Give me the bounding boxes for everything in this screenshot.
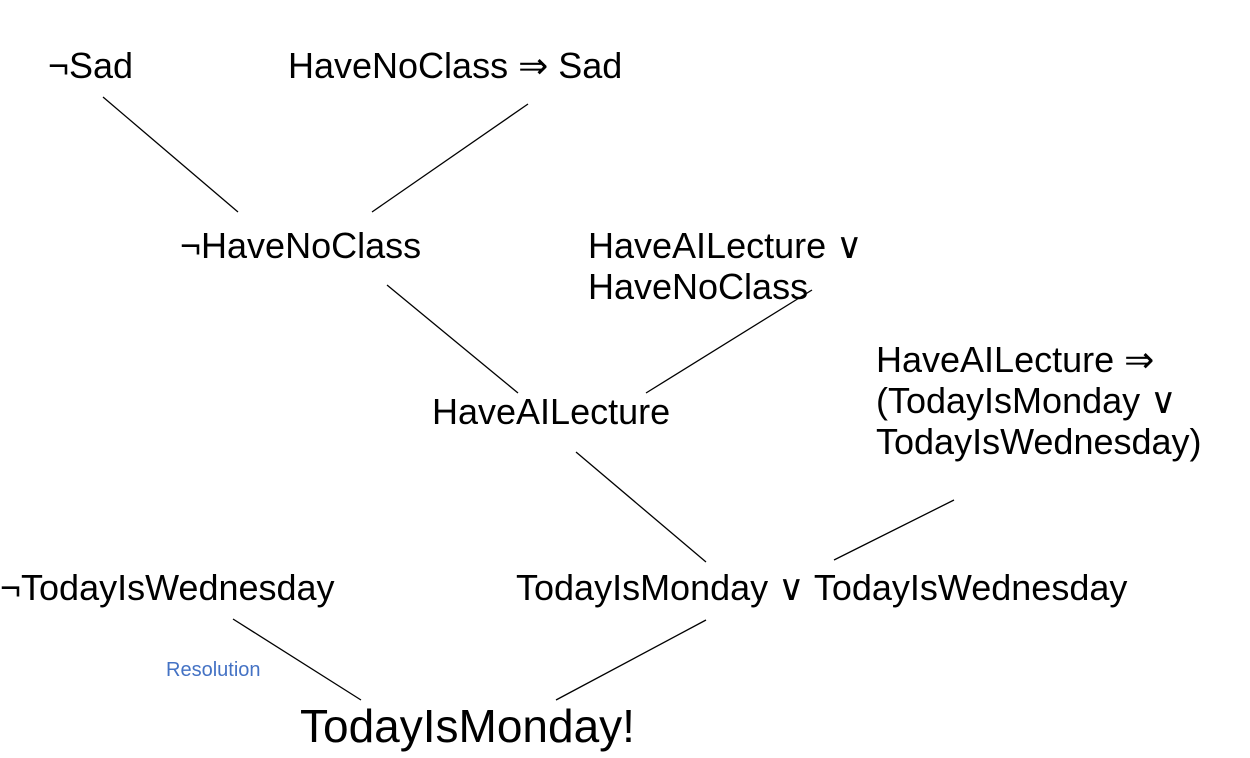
edge-not-wednesday-to-conclusion (232, 618, 362, 701)
node-not-havenoclass: ¬HaveNoClass (180, 225, 422, 266)
node-line: TodayIsWednesday) (876, 421, 1202, 462)
edge-haveailecture-to-monday-or-wednesday (575, 451, 707, 563)
edge-implication-sad-to-not-havenoclass (371, 103, 529, 213)
node-conclusion: TodayIsMonday! (300, 700, 635, 752)
node-line: HaveAILecture ⇒ (876, 339, 1155, 380)
edge-not-sad-to-not-havenoclass (102, 96, 239, 213)
node-haveailecture: HaveAILecture (432, 391, 671, 432)
node-line: HaveNoClass (588, 266, 809, 307)
node-haveailecture-implication: HaveAILecture ⇒ (TodayIsMonday ∨ TodayIs… (876, 339, 1202, 462)
resolution-label: Resolution (166, 659, 261, 681)
node-monday-or-wednesday: TodayIsMonday ∨ TodayIsWednesday (516, 567, 1128, 608)
edge-implication-to-monday-or-wednesday (833, 499, 955, 561)
node-line: (TodayIsMonday ∨ (876, 380, 1177, 421)
edge-disjunction-to-haveailecture (645, 289, 813, 394)
node-line: HaveAILecture ∨ (588, 225, 863, 266)
edge-monday-or-wednesday-to-conclusion (555, 619, 707, 701)
node-not-sad: ¬Sad (48, 45, 134, 86)
node-havenoclass-implies-sad: HaveNoClass ⇒ Sad (288, 45, 623, 86)
node-haveailecture-or-havenoclass: HaveAILecture ∨ HaveNoClass (588, 225, 862, 307)
edge-not-havenoclass-to-haveailecture (386, 284, 519, 394)
node-not-todayiswednesday: ¬TodayIsWednesday (0, 567, 335, 608)
